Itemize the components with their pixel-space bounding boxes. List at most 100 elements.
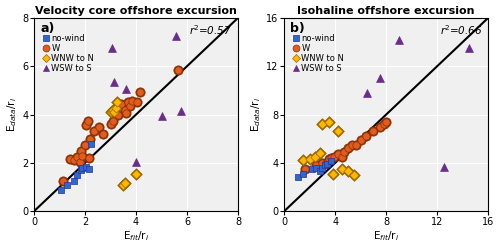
Point (322, 161, 330, 165)
Point (63, 183, 71, 187)
Point (352, 143, 360, 147)
Point (116, 102, 124, 106)
Point (85, 156, 93, 160)
Point (174, 68, 182, 72)
Text: r$^2$=0.57: r$^2$=0.57 (189, 23, 232, 37)
Point (344, 146, 352, 150)
Point (120, 182, 128, 186)
Point (81, 143, 89, 147)
Title: Velocity core offshore excursion: Velocity core offshore excursion (35, 5, 237, 15)
Point (78, 154, 86, 158)
Point (120, 183, 128, 187)
Point (108, 46, 116, 50)
Point (109, 119, 117, 123)
Point (122, 111, 130, 115)
Point (322, 161, 330, 165)
X-axis label: E$_{fit}$/r$_i$: E$_{fit}$/r$_i$ (373, 230, 400, 244)
Point (312, 166, 320, 170)
Point (112, 107, 120, 111)
Point (84, 119, 92, 123)
Point (112, 107, 120, 111)
Point (370, 129, 378, 133)
Point (325, 120, 333, 124)
Point (124, 100, 132, 104)
Point (344, 146, 352, 150)
Point (60, 179, 68, 183)
Point (81, 143, 89, 147)
Point (348, 143, 356, 147)
Point (325, 157, 333, 161)
Point (362, 134, 370, 138)
Point (316, 151, 324, 155)
Point (106, 110, 114, 114)
Point (395, 38, 403, 42)
Point (126, 104, 134, 108)
Point (120, 183, 128, 187)
Point (76, 160, 84, 164)
Point (340, 150, 348, 154)
Point (382, 120, 390, 124)
Point (350, 173, 358, 177)
Point (106, 110, 114, 114)
Point (158, 114, 166, 118)
Point (328, 156, 336, 160)
Point (328, 172, 336, 176)
Point (113, 100, 121, 104)
Point (363, 91, 371, 95)
Point (77, 149, 85, 153)
Point (440, 165, 448, 169)
Point (299, 159, 307, 163)
Point (338, 167, 345, 171)
Point (380, 122, 388, 126)
Point (114, 113, 122, 117)
Point (318, 122, 326, 126)
Point (85, 156, 93, 160)
Point (88, 142, 96, 146)
Point (356, 138, 364, 142)
Point (350, 173, 358, 177)
Point (338, 167, 345, 171)
Point (128, 99, 136, 103)
Point (321, 163, 329, 167)
Point (300, 167, 308, 171)
Point (108, 109, 116, 113)
Point (60, 179, 68, 183)
Point (310, 155, 318, 159)
Point (338, 155, 345, 159)
Point (116, 102, 124, 106)
Point (70, 159, 78, 163)
Point (299, 172, 307, 176)
Point (370, 129, 378, 133)
Point (330, 155, 338, 159)
Point (56, 187, 64, 191)
Point (330, 155, 338, 159)
Point (382, 120, 390, 124)
Point (132, 172, 140, 176)
Point (110, 110, 118, 114)
Point (74, 155, 82, 159)
Point (318, 161, 326, 165)
Point (340, 150, 348, 154)
Point (328, 156, 336, 160)
Point (134, 100, 141, 104)
Text: r$^2$=0.66: r$^2$=0.66 (440, 23, 482, 37)
Point (77, 149, 85, 153)
Point (324, 162, 332, 166)
Point (334, 129, 342, 133)
Point (124, 100, 132, 104)
Point (113, 100, 121, 104)
Point (90, 129, 98, 133)
Point (312, 163, 320, 167)
Point (344, 169, 352, 173)
Point (109, 108, 117, 112)
Y-axis label: E$_{data}$/r$_i$: E$_{data}$/r$_i$ (250, 97, 264, 132)
Point (308, 167, 316, 171)
Point (352, 143, 360, 147)
Point (376, 124, 384, 128)
Point (99, 132, 107, 136)
Point (82, 124, 90, 127)
Point (465, 46, 473, 50)
Point (362, 134, 370, 138)
Legend: no-wind, W, WNW to N, WSW to S: no-wind, W, WNW to N, WSW to S (292, 34, 344, 73)
Point (86, 137, 94, 141)
